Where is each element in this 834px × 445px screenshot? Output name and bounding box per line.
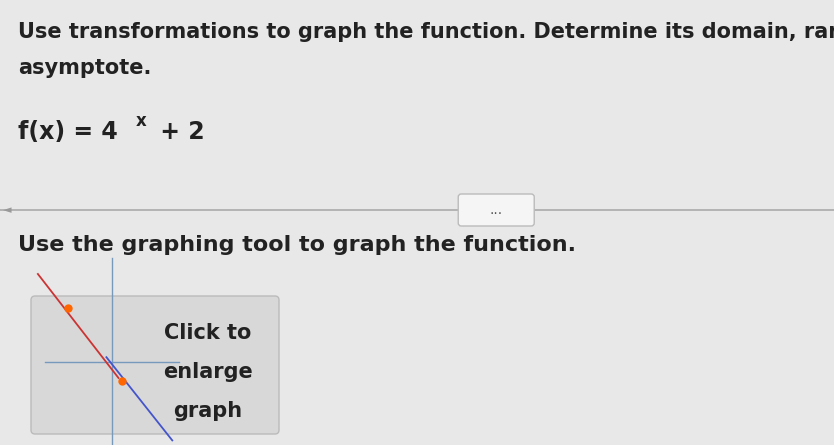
- Text: enlarge: enlarge: [163, 362, 253, 382]
- Text: ◄: ◄: [3, 205, 12, 215]
- Text: graph: graph: [173, 401, 243, 421]
- Text: + 2: + 2: [152, 120, 204, 144]
- FancyBboxPatch shape: [458, 194, 535, 226]
- Text: x: x: [136, 112, 147, 130]
- Text: ...: ...: [490, 203, 503, 217]
- Text: f(x) = 4: f(x) = 4: [18, 120, 118, 144]
- Text: Click to: Click to: [164, 324, 252, 344]
- Text: asymptote.: asymptote.: [18, 58, 152, 78]
- Text: Use transformations to graph the function. Determine its domain, ran: Use transformations to graph the functio…: [18, 22, 834, 42]
- FancyBboxPatch shape: [31, 296, 279, 434]
- Text: Use the graphing tool to graph the function.: Use the graphing tool to graph the funct…: [18, 235, 576, 255]
